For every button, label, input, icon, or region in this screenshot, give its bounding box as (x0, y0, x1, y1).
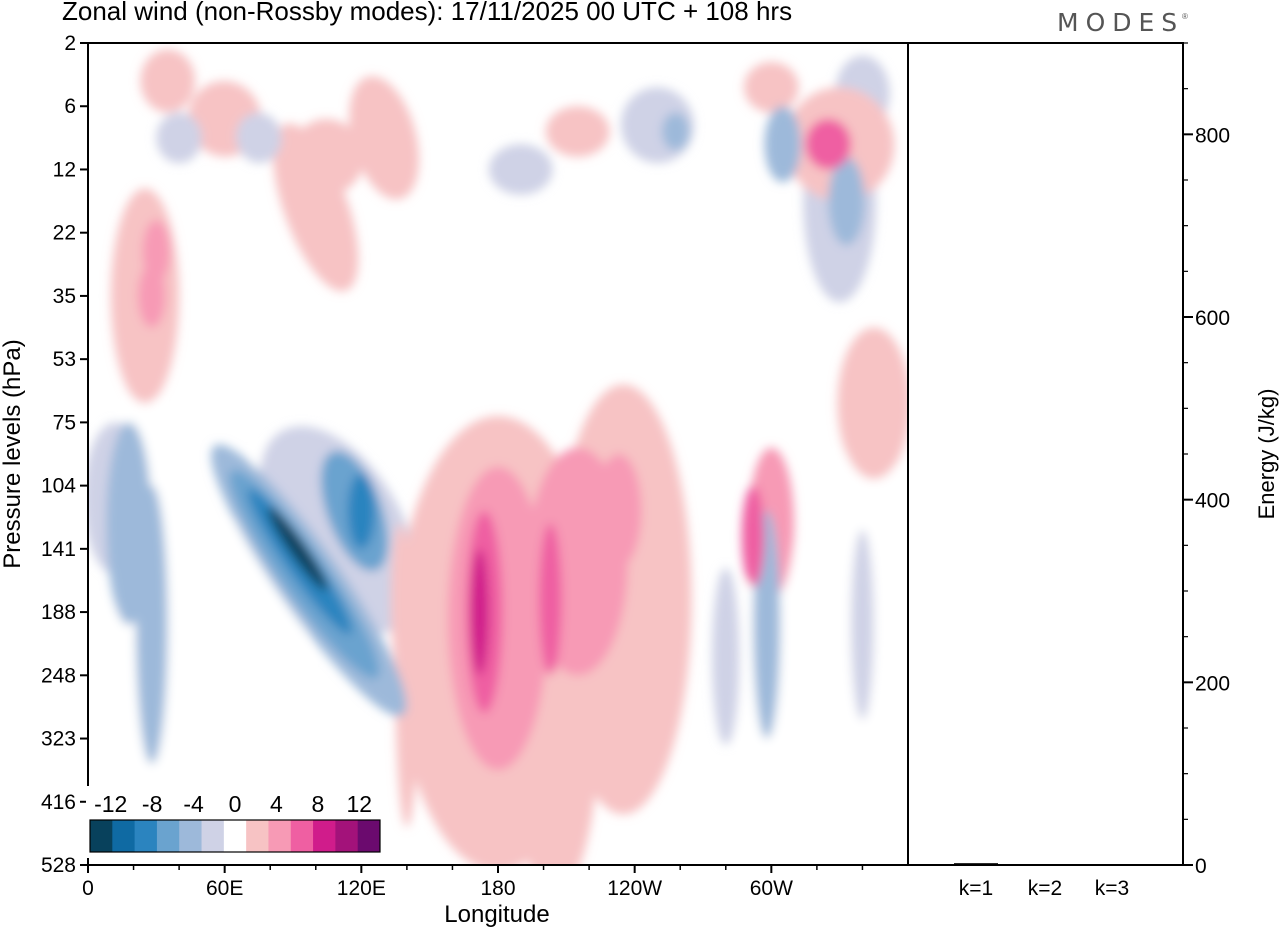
colorbar-swatch (268, 820, 292, 852)
y-tick-label: 35 (53, 285, 76, 308)
colorbar-label: 0 (229, 791, 242, 817)
energy-categories: k=1 k=2 k=3 (959, 877, 1129, 900)
colorbar-swatch (201, 820, 225, 852)
colorbar-label: 12 (346, 791, 372, 817)
energy-category-label: k=3 (1095, 877, 1129, 900)
heatmap-blobs (88, 49, 908, 865)
colorbar-swatch (246, 820, 269, 852)
heatmap-cell (595, 454, 642, 568)
colorbar-swatch (357, 820, 381, 852)
energy-bar (1023, 864, 1067, 866)
heatmap-cell (828, 156, 865, 246)
energy-category-label: k=1 (959, 877, 993, 900)
y-tick-label: 188 (41, 601, 76, 624)
x-tick-label: 120E (337, 877, 386, 900)
heatmap-cell (488, 144, 553, 195)
chart-title: Zonal wind (non-Rossby modes): 17/11/202… (62, 0, 793, 26)
heatmap-cell (106, 422, 152, 625)
heatmap-cell (347, 472, 376, 549)
heatmap-cell (741, 485, 765, 587)
colorbar-swatch (313, 820, 336, 852)
y-tick-label: 248 (41, 664, 76, 687)
colorbar-swatch (223, 820, 247, 852)
heatmap-cell (156, 112, 202, 164)
colorbar-swatch (335, 820, 359, 852)
heatmap-cell (539, 523, 562, 676)
y-tick-label: 141 (41, 538, 76, 561)
heatmap-cell (390, 523, 410, 676)
x-tick-label: 60W (750, 877, 793, 900)
heatmap-cell (140, 49, 196, 113)
longitude-axis: 0 60E 120E 180 120W 60W (82, 865, 864, 900)
y-tick-label: 104 (41, 475, 76, 498)
energy-bar (954, 863, 998, 865)
colorbar-label: -8 (142, 791, 162, 817)
y-tick-label: 528 (41, 854, 76, 877)
colorbar-label: -4 (183, 791, 204, 817)
zonal-wind-heatmap (88, 49, 908, 865)
y-tick-label: 53 (53, 348, 76, 371)
energy-bars (954, 863, 1134, 866)
energy-axis-label: Energy (J/kg) (1254, 389, 1279, 520)
energy-tick-label: 400 (1195, 490, 1230, 513)
heatmap-cell (805, 118, 852, 170)
colorbar-swatch (156, 820, 180, 852)
colorbar-swatch (179, 820, 203, 852)
y-tick-label: 323 (41, 728, 76, 751)
heatmap-cell (235, 112, 282, 164)
heatmap-cell (662, 112, 690, 151)
heatmap-cell (764, 106, 801, 183)
y-tick-label: 6 (64, 95, 76, 118)
heatmap-cell (712, 567, 740, 745)
energy-tick-label: 200 (1195, 672, 1230, 695)
colorbar-swatch (112, 820, 136, 852)
energy-bar (1090, 864, 1134, 866)
colorbar-label: -12 (94, 791, 127, 817)
colorbar-label: 8 (311, 791, 324, 817)
energy-tick-label: 600 (1195, 307, 1230, 330)
y-tick-label: 22 (53, 222, 76, 245)
pressure-axis: 2 6 12 22 35 53 75 104 141 188 248 323 416 528 (41, 32, 88, 877)
y-tick-label: 75 (53, 411, 76, 434)
heatmap-cell (837, 327, 908, 480)
energy-tick-label: 0 (1195, 855, 1207, 878)
heatmap-cell (267, 507, 328, 591)
colorbar-frame (89, 819, 381, 853)
brand-logo: MODES (1057, 8, 1185, 37)
y-tick-label: 2 (64, 32, 76, 55)
heatmap-cell (470, 548, 489, 676)
colorbar-swatch (290, 820, 314, 852)
heatmap-cell (138, 264, 166, 328)
heatmap-cell (851, 529, 874, 720)
colorbar (86, 786, 384, 858)
x-tick-label: 0 (82, 877, 94, 900)
colorbar-swatch (90, 820, 113, 852)
brand-registered-mark: ® (1182, 12, 1188, 21)
y-tick-label: 12 (53, 158, 76, 181)
heatmap-cell (545, 106, 610, 157)
heatmap-cell (349, 76, 419, 200)
y-tick-label: 416 (41, 791, 76, 814)
colorbar-labels: -12 -8 -4 0 4 8 12 (94, 791, 372, 817)
x-tick-label: 120W (607, 877, 662, 900)
heatmap-cell (273, 123, 359, 292)
heatmap-cell (744, 61, 799, 113)
energy-category-label: k=2 (1028, 877, 1062, 900)
colorbar-swatch (134, 820, 158, 852)
colorbar-label: 4 (270, 791, 283, 817)
energy-axis: 0 200 400 600 800 (1183, 42, 1230, 878)
energy-plot-frame (907, 42, 1184, 866)
x-axis-label: Longitude (444, 901, 549, 928)
y-axis-label: Pressure levels (hPa) (0, 339, 26, 568)
energy-tick-label: 800 (1195, 124, 1230, 147)
x-tick-label: 60E (206, 877, 243, 900)
x-tick-label: 180 (480, 877, 515, 900)
